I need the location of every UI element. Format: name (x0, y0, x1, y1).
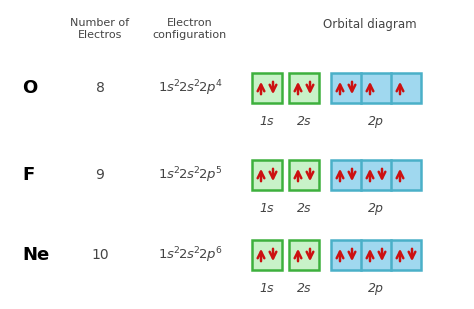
Bar (252, 73, 282, 103)
Text: 2p: 2p (368, 282, 384, 295)
Text: 1s: 1s (260, 282, 274, 295)
Text: $1s^2\!2s^2\!2p^6$: $1s^2\!2s^2\!2p^6$ (158, 245, 222, 265)
Text: $1s^2\!2s^2\!2p^4$: $1s^2\!2s^2\!2p^4$ (158, 78, 222, 98)
Text: Electron
configuration: Electron configuration (153, 18, 227, 40)
Text: F: F (22, 166, 34, 184)
Text: 10: 10 (91, 248, 109, 262)
Bar (289, 240, 319, 270)
Text: 1s: 1s (260, 115, 274, 128)
Bar (289, 73, 319, 103)
Text: 2p: 2p (368, 115, 384, 128)
Text: 8: 8 (96, 81, 104, 95)
Bar (252, 240, 282, 270)
Bar (289, 160, 319, 190)
Text: 2s: 2s (297, 202, 311, 215)
Text: Ne: Ne (22, 246, 49, 264)
Text: 2p: 2p (368, 202, 384, 215)
Text: O: O (22, 79, 37, 97)
Text: 2s: 2s (297, 282, 311, 295)
Bar (331, 160, 421, 190)
Text: Orbital diagram: Orbital diagram (323, 18, 417, 31)
Bar (252, 160, 282, 190)
Bar (331, 240, 421, 270)
Text: 9: 9 (96, 168, 104, 182)
Text: 1s: 1s (260, 202, 274, 215)
Bar (331, 73, 421, 103)
Text: $1s^2\!2s^2\!2p^5$: $1s^2\!2s^2\!2p^5$ (158, 165, 222, 185)
Text: Number of
Electros: Number of Electros (71, 18, 129, 40)
Text: 2s: 2s (297, 115, 311, 128)
